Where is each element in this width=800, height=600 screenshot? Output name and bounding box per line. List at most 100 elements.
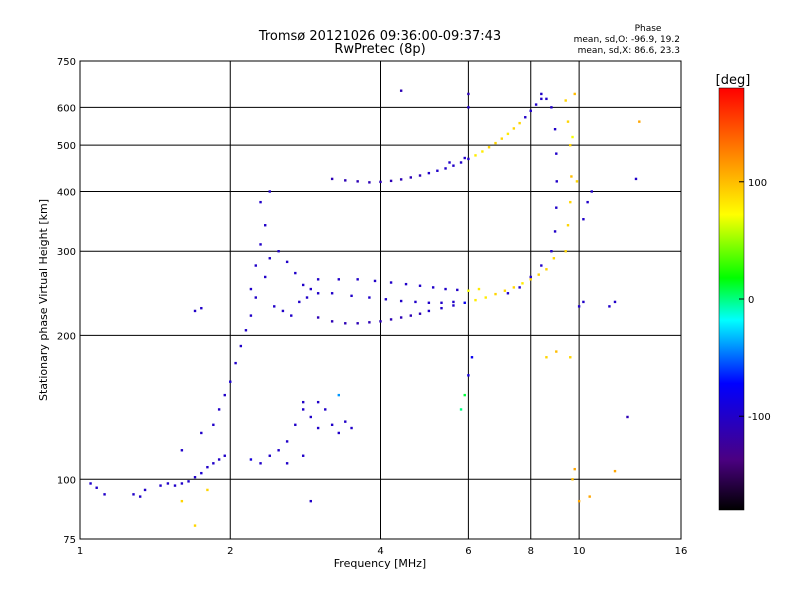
colorbar-ticks: 100 0 -100 [739,178,771,423]
data-point [294,271,297,275]
data-point [254,296,257,299]
data-point [298,300,301,304]
data-point [103,493,106,496]
data-point [244,329,248,332]
y-tick-label: 100 [57,475,76,486]
data-point [555,350,558,353]
data-point [200,306,203,310]
data-point [575,180,579,183]
data-point [399,89,403,92]
y-tick-label: 200 [57,331,76,342]
data-point [212,462,215,465]
data-point [404,282,408,286]
data-point [337,393,341,397]
data-point [212,423,215,427]
data-point [316,316,320,319]
data-point [550,106,553,109]
data-point [512,127,516,130]
data-point [200,471,203,475]
data-point [324,408,327,411]
colorbar-tick-label: -100 [748,412,771,423]
chart-title: Tromsø 20121026 09:36:00-09:37:43 [258,29,501,44]
data-point [89,482,92,485]
data-point [518,121,521,125]
data-point [571,135,574,139]
data-point [399,299,403,303]
y-tick-label: 75 [63,535,76,546]
data-point [290,314,293,317]
x-tick-label: 2 [227,546,233,557]
data-point [285,260,289,264]
data-point [344,179,347,182]
colorbar-tick-label: 0 [748,295,754,306]
stats-line-x: mean, sd,X: 86.6, 23.3 [578,46,680,56]
data-point [229,380,232,383]
data-point [452,300,455,304]
data-point [608,305,611,308]
data-point [555,152,558,155]
data-point [506,292,510,295]
stats-heading: Phase [635,24,662,34]
data-point [239,344,243,348]
data-point [309,499,312,503]
data-point [545,356,548,359]
stats-line-o: mean, sd,O: -96.9, 19.2 [574,35,680,45]
data-point [555,206,558,209]
data-point [249,287,253,291]
data-point [550,250,553,253]
data-point [316,292,320,295]
data-point [638,120,641,123]
data-point [193,476,197,479]
data-point [268,257,271,260]
data-point [613,300,617,304]
data-point [330,423,334,427]
data-point [440,306,443,310]
data-point [427,309,431,313]
data-point [540,92,543,96]
data-point [553,230,557,233]
data-point [301,454,305,457]
data-point [344,420,347,423]
data-point [448,161,451,164]
x-tick-labels: 1 2 4 6 8 10 16 [77,546,688,557]
data-point [566,120,570,123]
data-point [259,462,262,465]
data-point [330,292,334,295]
data-point [440,301,443,304]
data-point [512,286,516,289]
data-point [356,180,359,183]
data-point [399,178,403,181]
data-point [626,415,629,419]
data-point [506,132,510,136]
data-point [409,176,412,179]
data-point [470,356,474,359]
data-point [500,137,504,140]
data-point [573,92,576,96]
data-point [180,499,184,503]
data-point [569,200,572,204]
data-point [389,281,393,284]
data-point [268,190,271,193]
data-point [569,356,572,359]
data-point [277,449,280,452]
data-point [249,458,253,461]
data-point [590,190,593,193]
data-point [330,177,334,181]
x-tick-label: 8 [528,546,534,557]
data-point [264,275,267,279]
data-point [305,296,309,299]
data-point [337,278,341,281]
data-point [301,400,305,404]
data-point [273,305,276,308]
data-point [180,449,184,452]
data-point [582,218,585,221]
data-point [467,92,470,96]
data-point [268,454,271,457]
data-point [570,175,573,178]
data-point [373,279,377,283]
data-point [463,393,466,397]
data-point [344,322,347,325]
data-point [166,482,170,485]
data-point [537,273,540,276]
data-point [467,157,470,161]
